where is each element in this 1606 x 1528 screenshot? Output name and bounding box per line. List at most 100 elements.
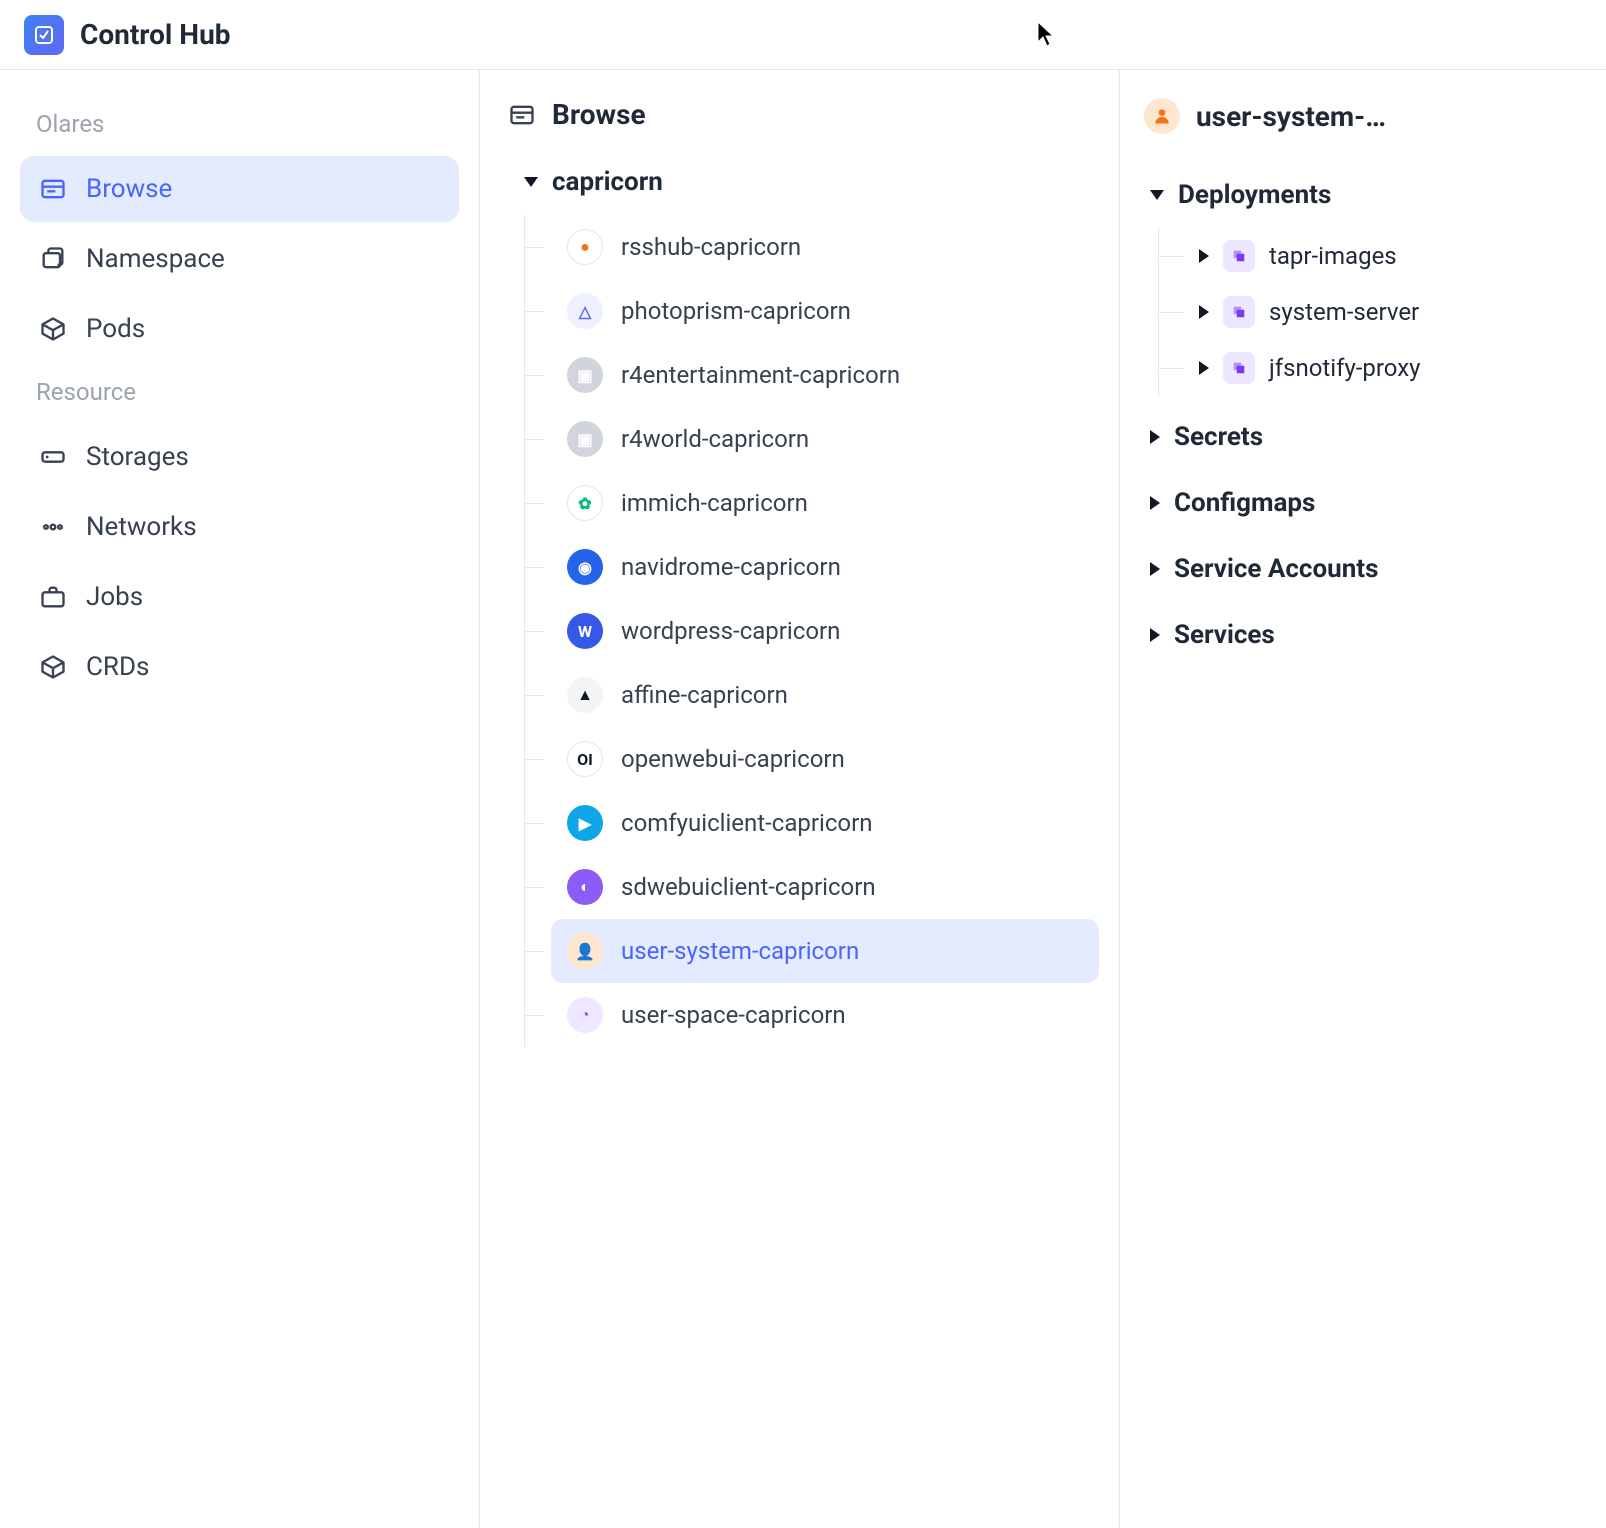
resource-children: tapr-images system-server jfsnotify-proxy <box>1158 228 1582 396</box>
tree-item-label: sdwebuiclient-capricorn <box>621 873 876 901</box>
sidebar-section-label: Olares <box>20 98 459 156</box>
tree-item-label: r4entertainment-capricorn <box>621 361 900 389</box>
resource-section[interactable]: Configmaps <box>1144 470 1582 536</box>
browse-panel-title: Browse <box>552 98 646 131</box>
sidebar-item-label: CRDs <box>86 652 149 682</box>
briefcase-icon <box>38 582 68 612</box>
detail-title: user-system-… <box>1196 100 1386 133</box>
network-icon <box>38 512 68 542</box>
tree-item[interactable]: 👤 user-system-capricorn <box>551 919 1099 983</box>
detail-header: user-system-… <box>1144 98 1582 134</box>
tree-item-label: user-system-capricorn <box>621 937 859 965</box>
tree-item[interactable]: ▣ r4world-capricorn <box>551 407 1099 471</box>
sidebar-item-label: Networks <box>86 512 197 542</box>
tree-item[interactable]: OIopenwebui-capricorn <box>551 727 1099 791</box>
sidebar-item-label: Storages <box>86 442 189 472</box>
sidebar-item-networks[interactable]: Networks <box>20 494 459 560</box>
app-icon: 👤 <box>567 933 603 969</box>
browse-icon <box>38 174 68 204</box>
sidebar-item-namespace[interactable]: Namespace <box>20 226 459 292</box>
sidebar: Olares Browse Namespace PodsResource Storage… <box>0 70 480 1528</box>
tree-item[interactable]: ▣ r4entertainment-capricorn <box>551 343 1099 407</box>
resource-section[interactable]: Service Accounts <box>1144 536 1582 602</box>
tree-item[interactable]: ●rsshub-capricorn <box>551 215 1099 279</box>
chevron-down-icon <box>524 177 538 187</box>
app-logo <box>24 15 64 55</box>
sidebar-item-jobs[interactable]: Jobs <box>20 564 459 630</box>
detail-panel: user-system-… Deployments tapr-images syst… <box>1120 70 1606 1528</box>
main-layout: Olares Browse Namespace PodsResource Storage… <box>0 70 1606 1528</box>
resource-sections: Deployments tapr-images system-server jfsno… <box>1144 162 1582 668</box>
resource-item[interactable]: jfsnotify-proxy <box>1193 340 1582 396</box>
resource-item[interactable]: tapr-images <box>1193 228 1582 284</box>
tree-item[interactable]: ▲ affine-capricorn <box>551 663 1099 727</box>
tree-item[interactable]: ◔ user-space-capricorn <box>551 983 1099 1047</box>
resource-section[interactable]: Secrets <box>1144 404 1582 470</box>
tree-item-label: navidrome-capricorn <box>621 553 841 581</box>
browse-panel: Browse capricorn ●rsshub-capricorn△photo… <box>480 70 1120 1528</box>
tree-root[interactable]: capricorn <box>518 159 1099 215</box>
chevron-right-icon <box>1150 496 1160 510</box>
resource-section-label: Services <box>1174 620 1275 650</box>
tree-item-label: comfyuiclient-capricorn <box>621 809 872 837</box>
app-icon: ✿ <box>567 485 603 521</box>
app-icon: ◐ <box>567 869 603 905</box>
resource-item-label: tapr-images <box>1269 242 1397 270</box>
tree-item[interactable]: ◉ navidrome-capricorn <box>551 535 1099 599</box>
chevron-right-icon <box>1199 305 1209 319</box>
chevron-right-icon <box>1199 249 1209 263</box>
tree-item[interactable]: △photoprism-capricorn <box>551 279 1099 343</box>
resource-section-label: Deployments <box>1178 180 1331 210</box>
topbar: Control Hub <box>0 0 1606 70</box>
tree-item[interactable]: ✿ immich-capricorn <box>551 471 1099 535</box>
sidebar-item-label: Namespace <box>86 244 225 274</box>
sidebar-item-browse[interactable]: Browse <box>20 156 459 222</box>
resource-section[interactable]: Deployments <box>1144 162 1582 228</box>
deployment-icon <box>1223 240 1255 272</box>
resource-section-label: Service Accounts <box>1174 554 1378 584</box>
sidebar-item-label: Browse <box>86 174 172 204</box>
resource-section-label: Configmaps <box>1174 488 1315 518</box>
deployment-icon <box>1223 352 1255 384</box>
chevron-right-icon <box>1150 430 1160 444</box>
storage-icon <box>38 442 68 472</box>
app-icon: ◉ <box>567 549 603 585</box>
tree-item-label: immich-capricorn <box>621 489 808 517</box>
app-icon: ◔ <box>567 997 603 1033</box>
tree-item[interactable]: ◐ sdwebuiclient-capricorn <box>551 855 1099 919</box>
user-icon <box>1144 98 1180 134</box>
resource-section-label: Secrets <box>1174 422 1263 452</box>
app-title: Control Hub <box>80 18 231 51</box>
app-icon: OI <box>567 741 603 777</box>
sidebar-item-crds[interactable]: CRDs <box>20 634 459 700</box>
sidebar-item-pods[interactable]: Pods <box>20 296 459 362</box>
tree-item[interactable]: ▶ comfyuiclient-capricorn <box>551 791 1099 855</box>
chevron-right-icon <box>1150 562 1160 576</box>
tree-item-label: rsshub-capricorn <box>621 233 801 261</box>
tree-item-label: user-space-capricorn <box>621 1001 846 1029</box>
tree-item-label: wordpress-capricorn <box>621 617 840 645</box>
app-icon: △ <box>567 293 603 329</box>
tree-item-label: affine-capricorn <box>621 681 788 709</box>
tree-item[interactable]: Wwordpress-capricorn <box>551 599 1099 663</box>
sidebar-section-label: Resource <box>20 366 459 424</box>
resource-item[interactable]: system-server <box>1193 284 1582 340</box>
sidebar-item-label: Jobs <box>86 582 143 612</box>
app-icon: ▶ <box>567 805 603 841</box>
app-icon: ▣ <box>567 421 603 457</box>
app-icon: ▲ <box>567 677 603 713</box>
chevron-right-icon <box>1199 361 1209 375</box>
browse-panel-header: Browse <box>508 98 1099 131</box>
namespace-icon <box>38 244 68 274</box>
tree-item-label: r4world-capricorn <box>621 425 809 453</box>
sidebar-item-storages[interactable]: Storages <box>20 424 459 490</box>
deployment-icon <box>1223 296 1255 328</box>
app-icon: ▣ <box>567 357 603 393</box>
resource-item-label: system-server <box>1269 298 1419 326</box>
app-icon: W <box>567 613 603 649</box>
browse-header-icon <box>508 101 536 129</box>
tree-children: ●rsshub-capricorn△photoprism-capricorn ▣ r… <box>524 215 1099 1047</box>
browse-tree: capricorn ●rsshub-capricorn△photoprism-c… <box>508 159 1099 1047</box>
chevron-down-icon <box>1150 190 1164 200</box>
resource-section[interactable]: Services <box>1144 602 1582 668</box>
